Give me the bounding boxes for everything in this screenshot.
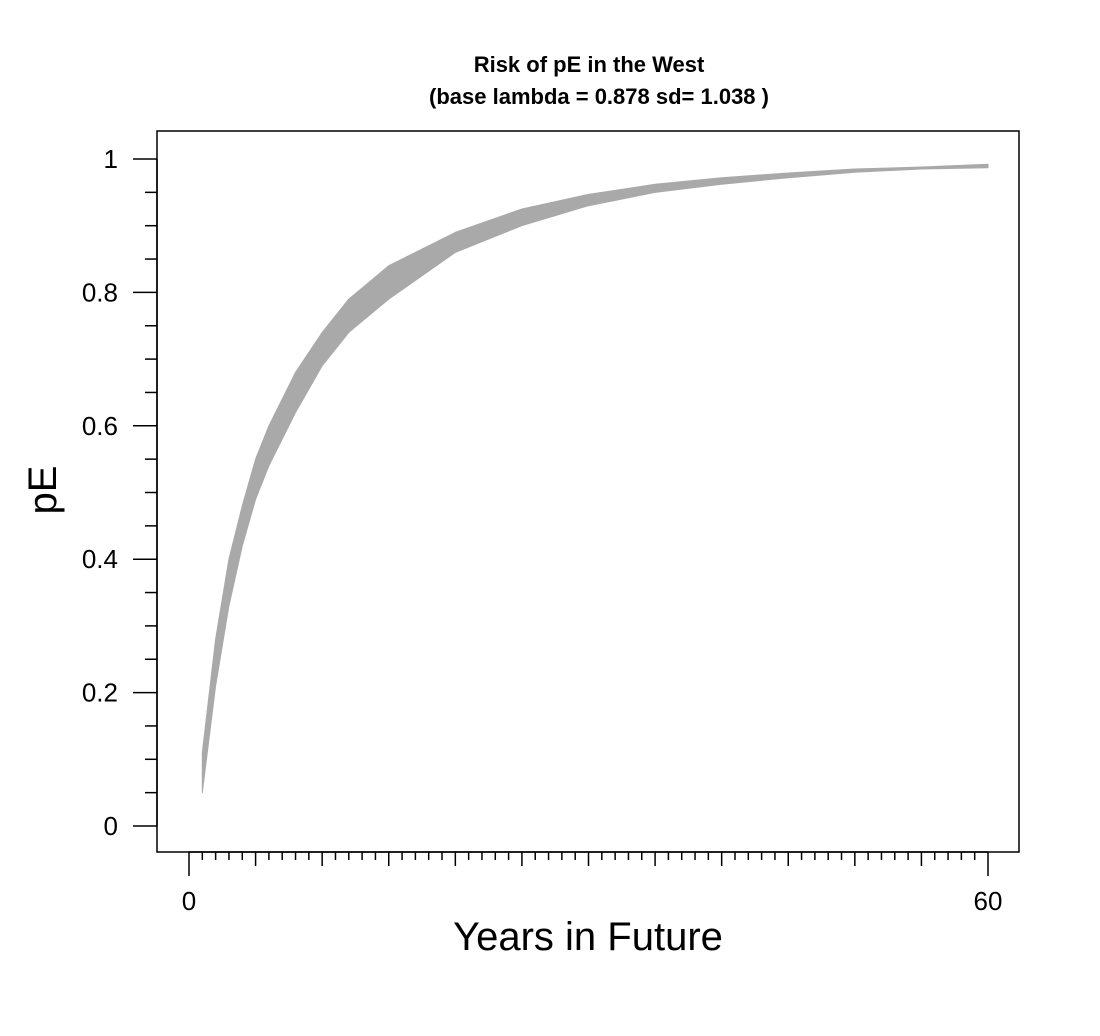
y-axis: 0 0.2 0.4 0.6 0.8 1	[82, 144, 158, 841]
x-tick-label: 0	[182, 886, 196, 916]
x-axis-label: Years in Future	[453, 915, 723, 959]
y-tick-label: 0.8	[82, 277, 118, 307]
x-axis: 0 60	[182, 851, 1003, 916]
y-tick-label: 0.4	[82, 544, 118, 574]
y-tick-label: 1	[104, 144, 118, 174]
y-tick-label: 0.2	[82, 678, 118, 708]
y-tick-label: 0	[104, 811, 118, 841]
confidence-band-0	[201, 163, 989, 794]
x-tick-label: 60	[974, 886, 1003, 916]
y-axis-label: pE	[21, 466, 65, 515]
y-tick-label: 0.6	[82, 411, 118, 441]
chart-title: Risk of pE in the West	[474, 52, 705, 77]
band-layer	[201, 163, 989, 794]
plot-frame	[156, 130, 1020, 853]
chart-subtitle: (base lambda = 0.878 sd= 1.038 )	[429, 84, 769, 109]
